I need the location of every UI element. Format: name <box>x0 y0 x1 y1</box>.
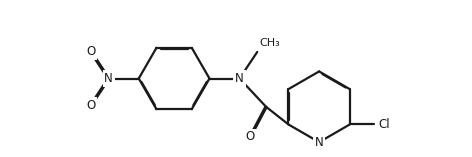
Text: N: N <box>104 72 113 85</box>
Text: O: O <box>245 130 255 143</box>
Text: Cl: Cl <box>378 118 390 131</box>
Text: O: O <box>86 46 96 58</box>
Text: O: O <box>86 99 96 111</box>
Text: N: N <box>315 136 323 149</box>
Text: N: N <box>235 72 244 85</box>
Text: CH₃: CH₃ <box>259 38 280 49</box>
